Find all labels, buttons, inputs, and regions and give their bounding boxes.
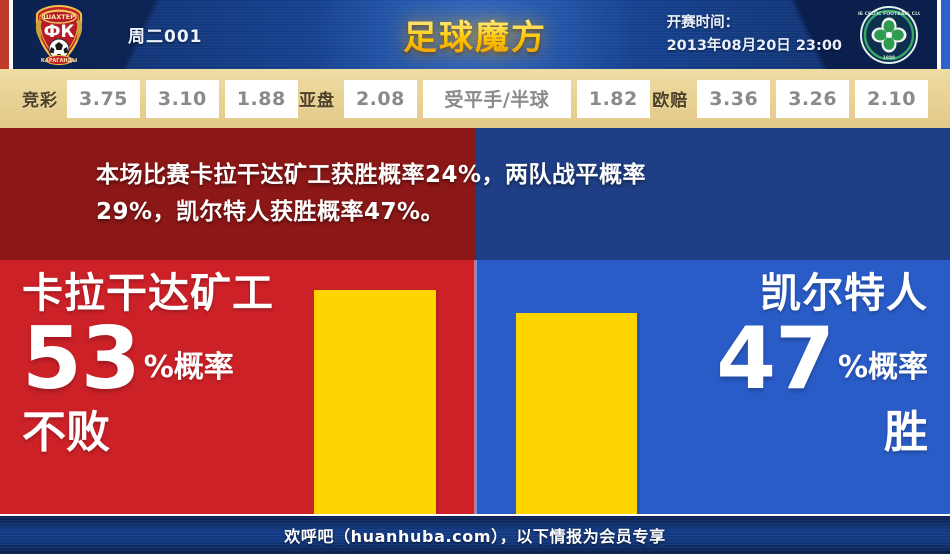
kickoff-time-block: 开赛时间： 2013年08月20日 23:00 xyxy=(667,0,842,69)
odds-group-yapan: 亚盘 2.08 受平手/半球 1.82 xyxy=(298,79,650,118)
header-right-blue-stripe xyxy=(937,0,950,69)
footer-text: 欢呼吧（huanhuba.com），以下情报为会员专享 xyxy=(284,527,666,546)
away-percent-suffix: %概率 xyxy=(837,350,928,386)
home-team-block: 卡拉干达矿工 53 %概率 不败 xyxy=(22,260,312,514)
svg-text:1888: 1888 xyxy=(883,55,895,61)
odds-value-oupei-away[interactable]: 2.10 xyxy=(855,79,928,118)
banner-line-2: 29%，凯尔特人获胜概率47%。 xyxy=(96,199,445,225)
odds-bar: 竞彩 3.75 3.10 1.88 亚盘 2.08 受平手/半球 1.82 欧赔… xyxy=(0,69,950,128)
footer-bar: 欢呼吧（huanhuba.com），以下情报为会员专享 xyxy=(0,514,950,554)
away-team-name: 凯尔特人 xyxy=(760,269,928,317)
banner-line-1: 本场比赛卡拉干达矿工获胜概率24%，两队战平概率 xyxy=(96,161,647,188)
odds-value-yapan-home[interactable]: 2.08 xyxy=(343,79,417,118)
odds-group-jingcai: 竞彩 3.75 3.10 1.88 xyxy=(22,79,298,118)
header-left-red-stripe xyxy=(0,0,13,69)
home-percent-value: 53 xyxy=(22,309,141,409)
banner-red-half xyxy=(0,128,476,260)
svg-text:ШАХТЕР: ШАХТЕР xyxy=(43,13,75,21)
home-probability-bar xyxy=(314,290,436,514)
shakhter-karagandy-crest-icon: ШАХТЕР ФК КАРАГАНДЫ xyxy=(35,4,83,66)
away-percent-row: 47 %概率 xyxy=(716,309,928,409)
kickoff-value: 2013年08月20日 23:00 xyxy=(666,37,842,54)
away-team-block: 凯尔特人 47 %概率 胜 xyxy=(628,260,928,514)
panel-divider xyxy=(474,260,477,514)
summary-banner: 本场比赛卡拉干达矿工获胜概率24%，两队战平概率 29%，凯尔特人获胜概率47%… xyxy=(0,128,950,260)
odds-group-oupei: 欧赔 3.36 3.26 2.10 xyxy=(652,79,928,118)
odds-value-oupei-home[interactable]: 3.36 xyxy=(697,79,771,118)
odds-value-jingcai-home[interactable]: 3.75 xyxy=(67,79,140,118)
odds-value-yapan-handicap[interactable]: 受平手/半球 xyxy=(422,79,571,118)
away-percent-value: 47 xyxy=(716,309,835,409)
svg-text:ФК: ФК xyxy=(44,22,75,42)
kickoff-label: 开赛时间： xyxy=(666,15,740,32)
odds-label-jingcai: 竞彩 xyxy=(22,91,58,111)
probability-comparison: 卡拉干达矿工 53 %概率 不败 凯尔特人 47 %概率 胜 xyxy=(0,260,950,514)
odds-value-yapan-away[interactable]: 1.82 xyxy=(576,79,650,118)
away-verdict: 胜 xyxy=(884,407,928,459)
odds-value-jingcai-away[interactable]: 1.88 xyxy=(224,79,298,118)
brand-title: 足球魔方 xyxy=(403,10,547,59)
svg-text:КАРАГАНДЫ: КАРАГАНДЫ xyxy=(41,58,77,64)
odds-value-jingcai-draw[interactable]: 3.10 xyxy=(145,79,219,118)
home-verdict: 不败 xyxy=(22,407,110,459)
celtic-fc-crest-icon: THE CELTIC FOOTBALL CLUB 1888 xyxy=(858,6,920,64)
match-number: 周二001 xyxy=(128,27,203,47)
odds-value-oupei-draw[interactable]: 3.26 xyxy=(776,79,850,118)
banner-text: 本场比赛卡拉干达矿工获胜概率24%，两队战平概率 29%，凯尔特人获胜概率47%… xyxy=(96,128,886,260)
home-percent-row: 53 %概率 xyxy=(22,309,234,409)
svg-text:THE CELTIC FOOTBALL CLUB: THE CELTIC FOOTBALL CLUB xyxy=(858,11,920,17)
odds-label-oupei: 欧赔 xyxy=(652,91,689,111)
header-bar: ШАХТЕР ФК КАРАГАНДЫ 周二001 足球魔方 开赛时间： 201… xyxy=(0,0,950,69)
odds-label-yapan: 亚盘 xyxy=(298,91,335,111)
banner-blue-half xyxy=(476,128,950,260)
home-team-name: 卡拉干达矿工 xyxy=(22,269,274,317)
home-percent-suffix: %概率 xyxy=(143,350,234,386)
away-probability-bar xyxy=(516,313,637,514)
brand-logo: 足球魔方 xyxy=(0,0,950,69)
